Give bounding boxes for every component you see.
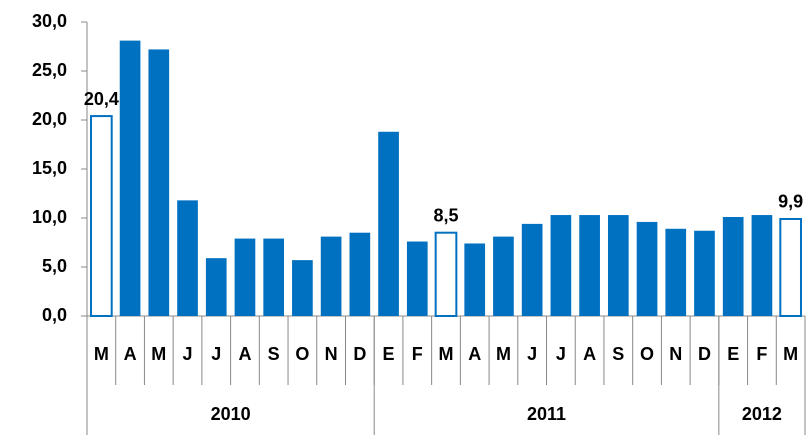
y-tick-label: 25,0: [32, 60, 67, 80]
bar: [378, 131, 399, 316]
bar: [722, 217, 744, 316]
group-label: 2011: [527, 404, 566, 424]
x-tick-label: F: [756, 344, 767, 364]
bar: [521, 223, 543, 316]
x-tick-label: A: [583, 344, 596, 364]
bar: [263, 238, 285, 316]
y-tick-label: 5,0: [42, 256, 67, 276]
x-tick-label: A: [238, 344, 251, 364]
x-tick-label: N: [325, 344, 338, 364]
y-tick-label: 10,0: [32, 207, 67, 227]
x-tick-label: J: [527, 344, 537, 364]
bar: [493, 236, 514, 316]
x-tick-label: M: [151, 344, 166, 364]
group-label: 2010: [211, 404, 251, 424]
x-tick-label: J: [211, 344, 221, 364]
x-tick-label: M: [94, 344, 109, 364]
bar: [694, 230, 715, 316]
bar: [607, 215, 629, 316]
bar: [148, 49, 170, 316]
bar: [205, 258, 227, 316]
x-tick-label: M: [439, 344, 454, 364]
x-tick-label: A: [124, 344, 137, 364]
x-tick-label: J: [183, 344, 193, 364]
bar: [751, 215, 773, 316]
x-tick-label: S: [612, 344, 624, 364]
bar: [464, 243, 486, 316]
bar: [779, 217, 802, 317]
x-tick-label: F: [412, 344, 423, 364]
x-tick-label: O: [640, 344, 654, 364]
value-label: 8,5: [433, 205, 458, 225]
y-tick-label: 30,0: [32, 11, 67, 31]
bar: [90, 115, 113, 317]
x-tick-label: S: [268, 344, 280, 364]
bar: [406, 241, 428, 316]
bar: [550, 215, 572, 316]
x-tick-label: M: [783, 344, 798, 364]
bar: [234, 238, 256, 316]
bar: [320, 236, 342, 316]
x-tick-label: N: [669, 344, 682, 364]
x-tick-label: E: [383, 344, 395, 364]
y-tick-label: 20,0: [32, 109, 67, 129]
y-tick-label: 0,0: [42, 305, 67, 325]
value-label: 9,9: [778, 192, 803, 212]
x-tick-label: J: [556, 344, 566, 364]
bar: [177, 200, 198, 316]
x-tick-label: E: [727, 344, 739, 364]
y-tick-label: 15,0: [32, 158, 67, 178]
bar: [434, 231, 458, 317]
x-tick-label: D: [353, 344, 366, 364]
bar: [292, 260, 313, 316]
bar: [665, 228, 687, 316]
bar: [636, 221, 658, 316]
x-tick-label: O: [295, 344, 309, 364]
value-label: 20,4: [84, 89, 119, 109]
bar: [119, 40, 141, 317]
bar: [579, 215, 600, 316]
x-tick-label: A: [468, 344, 481, 364]
x-tick-label: M: [496, 344, 511, 364]
x-tick-label: D: [698, 344, 711, 364]
group-label: 2012: [742, 404, 782, 424]
bar: [349, 232, 371, 316]
